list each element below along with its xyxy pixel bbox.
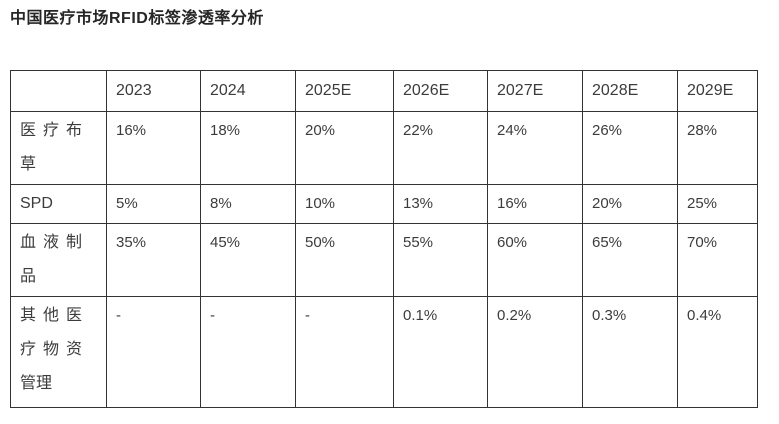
col-header-2025e: 2025E [295,70,394,112]
cell-value: 25% [677,184,758,224]
cell-value: - [106,296,201,408]
row-label-text: 医疗布草 [20,122,82,173]
cell-value: 60% [487,223,583,297]
row-label: SPD [10,184,107,224]
cell-value: 45% [200,223,296,297]
cell-value: 70% [677,223,758,297]
cell-value: 20% [582,184,678,224]
cell-value: 0.2% [487,296,583,408]
col-header-blank [10,70,107,112]
table-row-other-medical-supplies: 其他医疗物资管理 - - - 0.1% 0.2% 0.3% 0.4% [10,296,758,408]
cell-value: 22% [393,111,488,185]
row-label-text: 其他医疗物资管理 [20,307,82,392]
cell-value: 8% [200,184,296,224]
cell-value: 5% [106,184,201,224]
cell-value: 0.4% [677,296,758,408]
cell-value: 65% [582,223,678,297]
cell-value: 50% [295,223,394,297]
col-header-2029e: 2029E [677,70,758,112]
cell-value: 16% [106,111,201,185]
row-label: 医疗布草 [10,111,107,185]
cell-value: 0.3% [582,296,678,408]
row-label-text: 血液制品 [20,234,82,285]
col-header-2026e: 2026E [393,70,488,112]
cell-value: 20% [295,111,394,185]
cell-value: 35% [106,223,201,297]
table-row-medical-linen: 医疗布草 16% 18% 20% 22% 24% 26% 28% [10,111,758,185]
cell-value: 28% [677,111,758,185]
row-label: 其他医疗物资管理 [10,296,107,408]
table-row-spd: SPD 5% 8% 10% 13% 16% 20% 25% [10,184,758,224]
rfid-penetration-table: 2023 2024 2025E 2026E 2027E 2028E 2029E … [10,70,758,408]
table-row-blood-products: 血液制品 35% 45% 50% 55% 60% 65% 70% [10,223,758,297]
col-header-2024: 2024 [200,70,296,112]
col-header-2027e: 2027E [487,70,583,112]
header-row: 2023 2024 2025E 2026E 2027E 2028E 2029E [10,70,758,112]
cell-value: 10% [295,184,394,224]
cell-value: - [295,296,394,408]
cell-value: - [200,296,296,408]
cell-value: 26% [582,111,678,185]
col-header-2028e: 2028E [582,70,678,112]
row-label-text: SPD [20,195,53,212]
cell-value: 18% [200,111,296,185]
cell-value: 24% [487,111,583,185]
page-title: 中国医疗市场RFID标签渗透率分析 [10,10,264,27]
cell-value: 16% [487,184,583,224]
col-header-2023: 2023 [106,70,201,112]
cell-value: 13% [393,184,488,224]
row-label: 血液制品 [10,223,107,297]
cell-value: 0.1% [393,296,488,408]
cell-value: 55% [393,223,488,297]
